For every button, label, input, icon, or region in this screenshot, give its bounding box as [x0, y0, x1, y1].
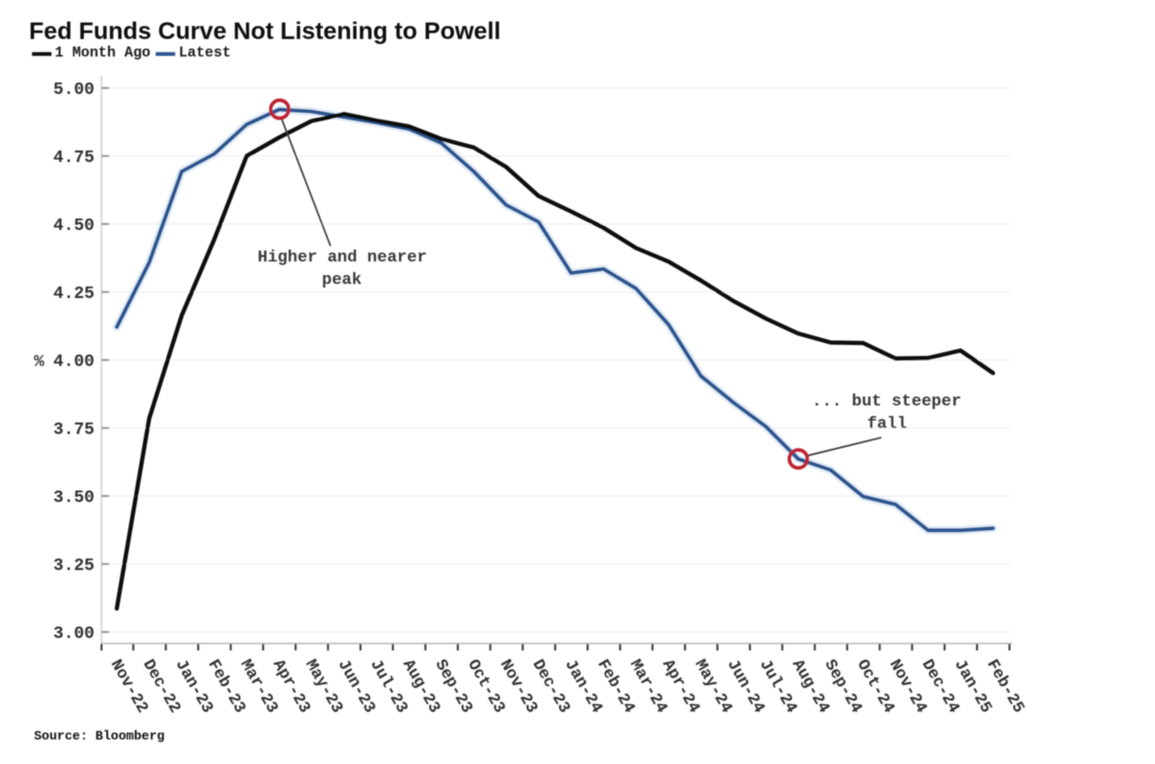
svg-text:Latest: Latest [179, 46, 231, 62]
svg-text:3.00: 3.00 [53, 625, 94, 644]
svg-text:3.50: 3.50 [53, 489, 94, 508]
svg-text:1 Month Ago: 1 Month Ago [55, 46, 151, 62]
svg-text:3.25: 3.25 [53, 557, 94, 576]
svg-text:4.00: 4.00 [53, 353, 94, 372]
svg-text:... but steeper: ... but steeper [812, 392, 961, 411]
svg-text:peak: peak [322, 270, 362, 289]
svg-text:5.00: 5.00 [53, 81, 94, 100]
svg-text:3.75: 3.75 [53, 421, 94, 440]
svg-text:4.25: 4.25 [53, 285, 94, 304]
svg-text:Higher and nearer: Higher and nearer [258, 248, 427, 267]
svg-text:Fed Funds Curve Not Listening: Fed Funds Curve Not Listening to Powell [29, 18, 501, 45]
svg-text:Source: Bloomberg: Source: Bloomberg [34, 729, 165, 744]
svg-text:4.50: 4.50 [53, 217, 94, 236]
svg-text:4.75: 4.75 [53, 149, 94, 168]
svg-text:fall: fall [867, 414, 907, 433]
svg-text:%: % [34, 353, 45, 372]
